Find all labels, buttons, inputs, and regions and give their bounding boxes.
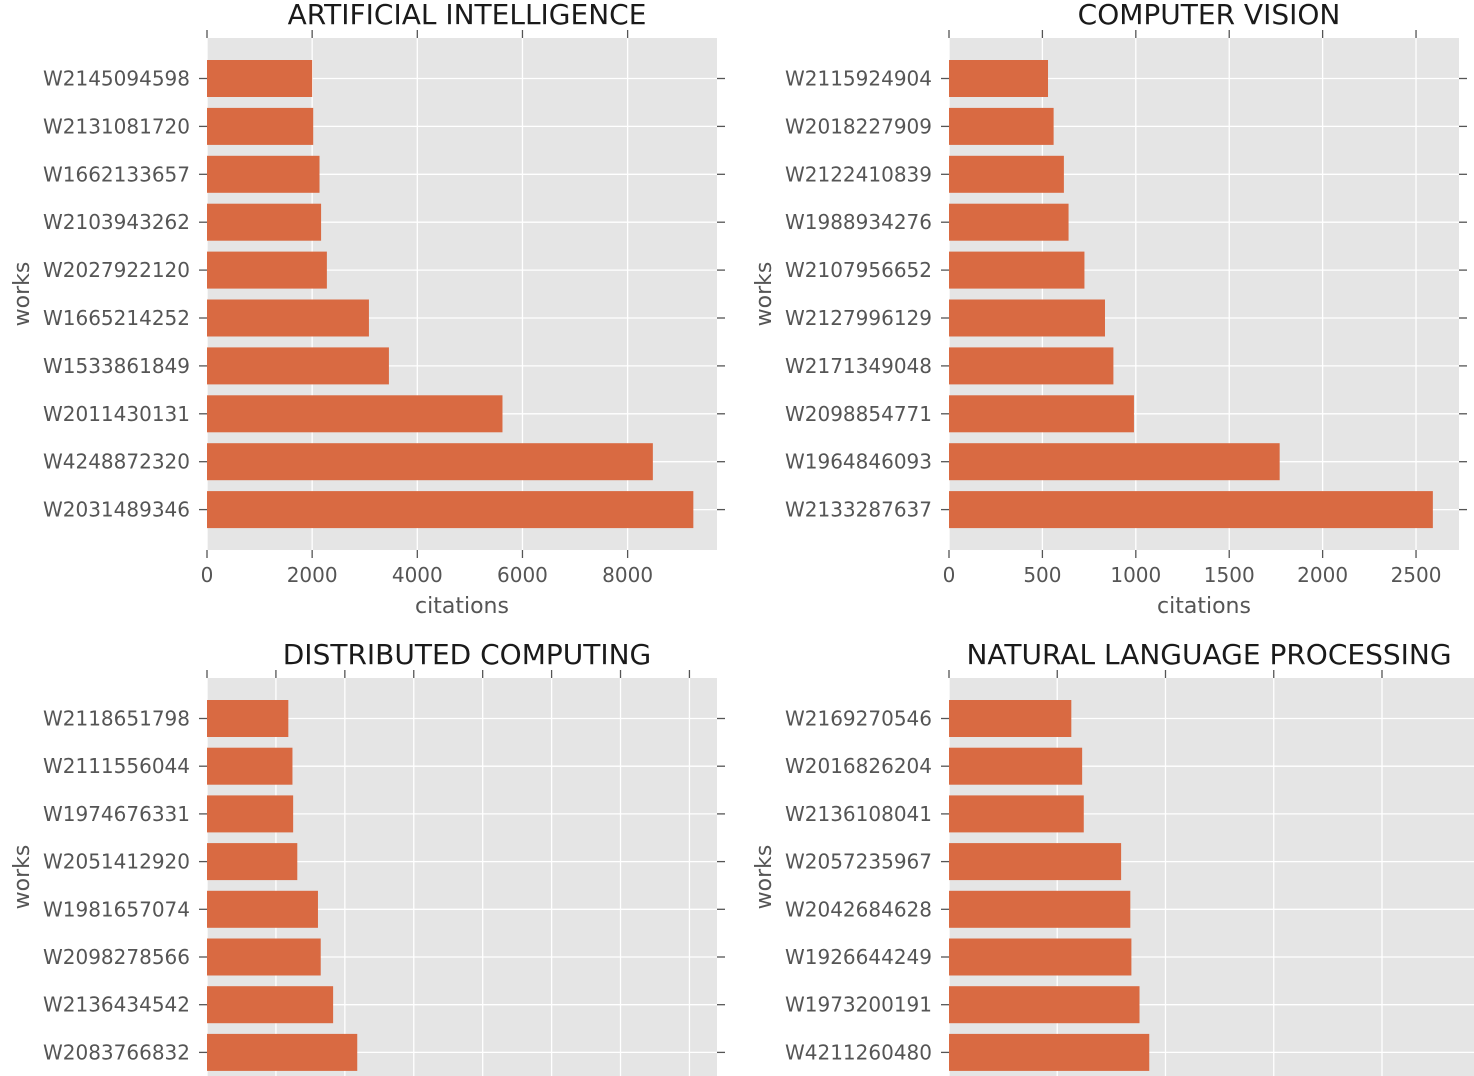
bar-w1662133657 bbox=[207, 155, 320, 193]
x-tick-label: 1500 bbox=[1204, 563, 1255, 587]
chart-panel-artificial-intelligence: 0 2000 4000 6000 8000 W2145094598 W2131081720 W… bbox=[10, 0, 725, 619]
bar-w2171349048 bbox=[949, 347, 1114, 385]
chart-title: COMPUTER VISION bbox=[1078, 0, 1341, 31]
y-tick-label: W2118651798 bbox=[43, 707, 190, 731]
bar-w4211260480 bbox=[949, 1033, 1150, 1071]
bar-w2122410839 bbox=[949, 155, 1064, 193]
chart-panel-distributed-computing: W2118651798 W2111556044 W1974676331 W205141… bbox=[10, 638, 725, 1076]
bar-w1981657074 bbox=[207, 890, 318, 928]
y-tick-label: W1926644249 bbox=[785, 945, 932, 969]
y-tick-label: W2011430131 bbox=[43, 402, 190, 426]
x-tick-label: 2000 bbox=[287, 563, 338, 587]
y-tick-label: W1973200191 bbox=[785, 993, 932, 1017]
y-tick-label: W2131081720 bbox=[43, 114, 190, 138]
bar-w1973200191 bbox=[949, 986, 1140, 1024]
y-tick-label: W2136434542 bbox=[43, 993, 190, 1017]
y-tick-label: W1662133657 bbox=[43, 162, 190, 186]
x-axis-label: citations bbox=[1157, 594, 1251, 619]
bar-w2131081720 bbox=[207, 107, 314, 145]
bar-w2016826204 bbox=[949, 747, 1083, 785]
y-tick-label: W2057235967 bbox=[785, 850, 932, 874]
x-tick-label: 8000 bbox=[602, 563, 653, 587]
y-tick-label: W2136108041 bbox=[785, 802, 932, 826]
x-tick-label: 500 bbox=[1023, 563, 1061, 587]
y-tick-label: W2098278566 bbox=[43, 945, 190, 969]
x-tick-label: 6000 bbox=[497, 563, 548, 587]
bar-w2031489346 bbox=[207, 491, 694, 529]
y-tick-label: W1665214252 bbox=[43, 306, 190, 330]
y-tick-label: W2111556044 bbox=[43, 754, 190, 778]
bar-w2115924904 bbox=[949, 60, 1049, 97]
y-tick-label: W2145094598 bbox=[43, 67, 190, 91]
y-tick-label: W2031489346 bbox=[43, 498, 190, 522]
bar-w1665214252 bbox=[207, 299, 369, 337]
y-tick-label: W2115924904 bbox=[785, 67, 932, 91]
chart-panel-computer-vision: 0 500 1000 1500 2000 2500 W2115924904 W20182279… bbox=[752, 0, 1467, 619]
y-tick-label: W2127996129 bbox=[785, 306, 932, 330]
bar-w2145094598 bbox=[207, 60, 313, 97]
x-tick-label: 0 bbox=[943, 563, 956, 587]
bar-w2011430131 bbox=[207, 395, 503, 433]
bar-w2118651798 bbox=[207, 700, 289, 737]
y-tick-label: W1533861849 bbox=[43, 354, 190, 378]
x-tick-label: 4000 bbox=[392, 563, 443, 587]
y-axis-label: works bbox=[752, 262, 777, 327]
bar-w2027922120 bbox=[207, 251, 327, 289]
bar-w2111556044 bbox=[207, 747, 293, 785]
bar-w2098854771 bbox=[949, 395, 1134, 433]
y-tick-label: W2051412920 bbox=[43, 850, 190, 874]
bar-w1964846093 bbox=[949, 443, 1280, 481]
chart-title: ARTIFICIAL INTELLIGENCE bbox=[288, 0, 647, 31]
chart-title: DISTRIBUTED COMPUTING bbox=[283, 638, 652, 671]
y-tick-label: W2107956652 bbox=[785, 258, 932, 282]
x-axis-label: citations bbox=[415, 594, 509, 619]
x-tick-label: 2000 bbox=[1297, 563, 1348, 587]
bar-w1988934276 bbox=[949, 203, 1069, 241]
bar-w2042684628 bbox=[949, 890, 1131, 928]
bar-w2127996129 bbox=[949, 299, 1105, 337]
bar-w4248872320 bbox=[207, 443, 653, 481]
y-tick-label: W2027922120 bbox=[43, 258, 190, 282]
bar-w2136434542 bbox=[207, 986, 334, 1024]
chart-title: NATURAL LANGUAGE PROCESSING bbox=[966, 638, 1451, 671]
y-axis-label: works bbox=[10, 262, 35, 327]
x-tick-label: 2500 bbox=[1391, 563, 1442, 587]
x-tick-label: 1000 bbox=[1110, 563, 1161, 587]
bar-w2169270546 bbox=[949, 700, 1072, 737]
bar-w2107956652 bbox=[949, 251, 1085, 289]
y-axis-label: works bbox=[10, 845, 35, 910]
y-tick-label: W1988934276 bbox=[785, 210, 932, 234]
bar-w2136108041 bbox=[949, 795, 1084, 833]
y-tick-label: W1964846093 bbox=[785, 450, 932, 474]
bar-w1974676331 bbox=[207, 795, 294, 833]
y-tick-label: W2018227909 bbox=[785, 114, 932, 138]
bar-w2051412920 bbox=[207, 843, 298, 881]
bar-w2103943262 bbox=[207, 203, 322, 241]
y-tick-label: W4211260480 bbox=[785, 1040, 932, 1064]
bar-w2018227909 bbox=[949, 107, 1054, 145]
x-tick-label: 0 bbox=[201, 563, 214, 587]
y-tick-label: W4248872320 bbox=[43, 450, 190, 474]
bar-w1926644249 bbox=[949, 938, 1132, 976]
y-tick-label: W1974676331 bbox=[43, 802, 190, 826]
y-tick-label: W2171349048 bbox=[785, 354, 932, 378]
y-axis-label: works bbox=[752, 845, 777, 910]
y-tick-label: W2122410839 bbox=[785, 162, 932, 186]
y-tick-label: W2098854771 bbox=[785, 402, 932, 426]
y-tick-label: W1981657074 bbox=[43, 897, 190, 921]
y-tick-label: W2103943262 bbox=[43, 210, 190, 234]
bar-w2098278566 bbox=[207, 938, 321, 976]
y-tick-label: W2169270546 bbox=[785, 707, 932, 731]
y-tick-label: W2042684628 bbox=[785, 897, 932, 921]
y-tick-label: W2133287637 bbox=[785, 498, 932, 522]
bar-w2057235967 bbox=[949, 843, 1122, 881]
y-tick-label: W2016826204 bbox=[785, 754, 932, 778]
bar-w2083766832 bbox=[207, 1033, 358, 1071]
chart-panel-natural-language-processing: W2169270546 W2016826204 W2136108041 W205723… bbox=[752, 638, 1474, 1076]
bar-w1533861849 bbox=[207, 347, 389, 385]
y-tick-label: W2083766832 bbox=[43, 1040, 190, 1064]
bar-w2133287637 bbox=[949, 491, 1433, 529]
